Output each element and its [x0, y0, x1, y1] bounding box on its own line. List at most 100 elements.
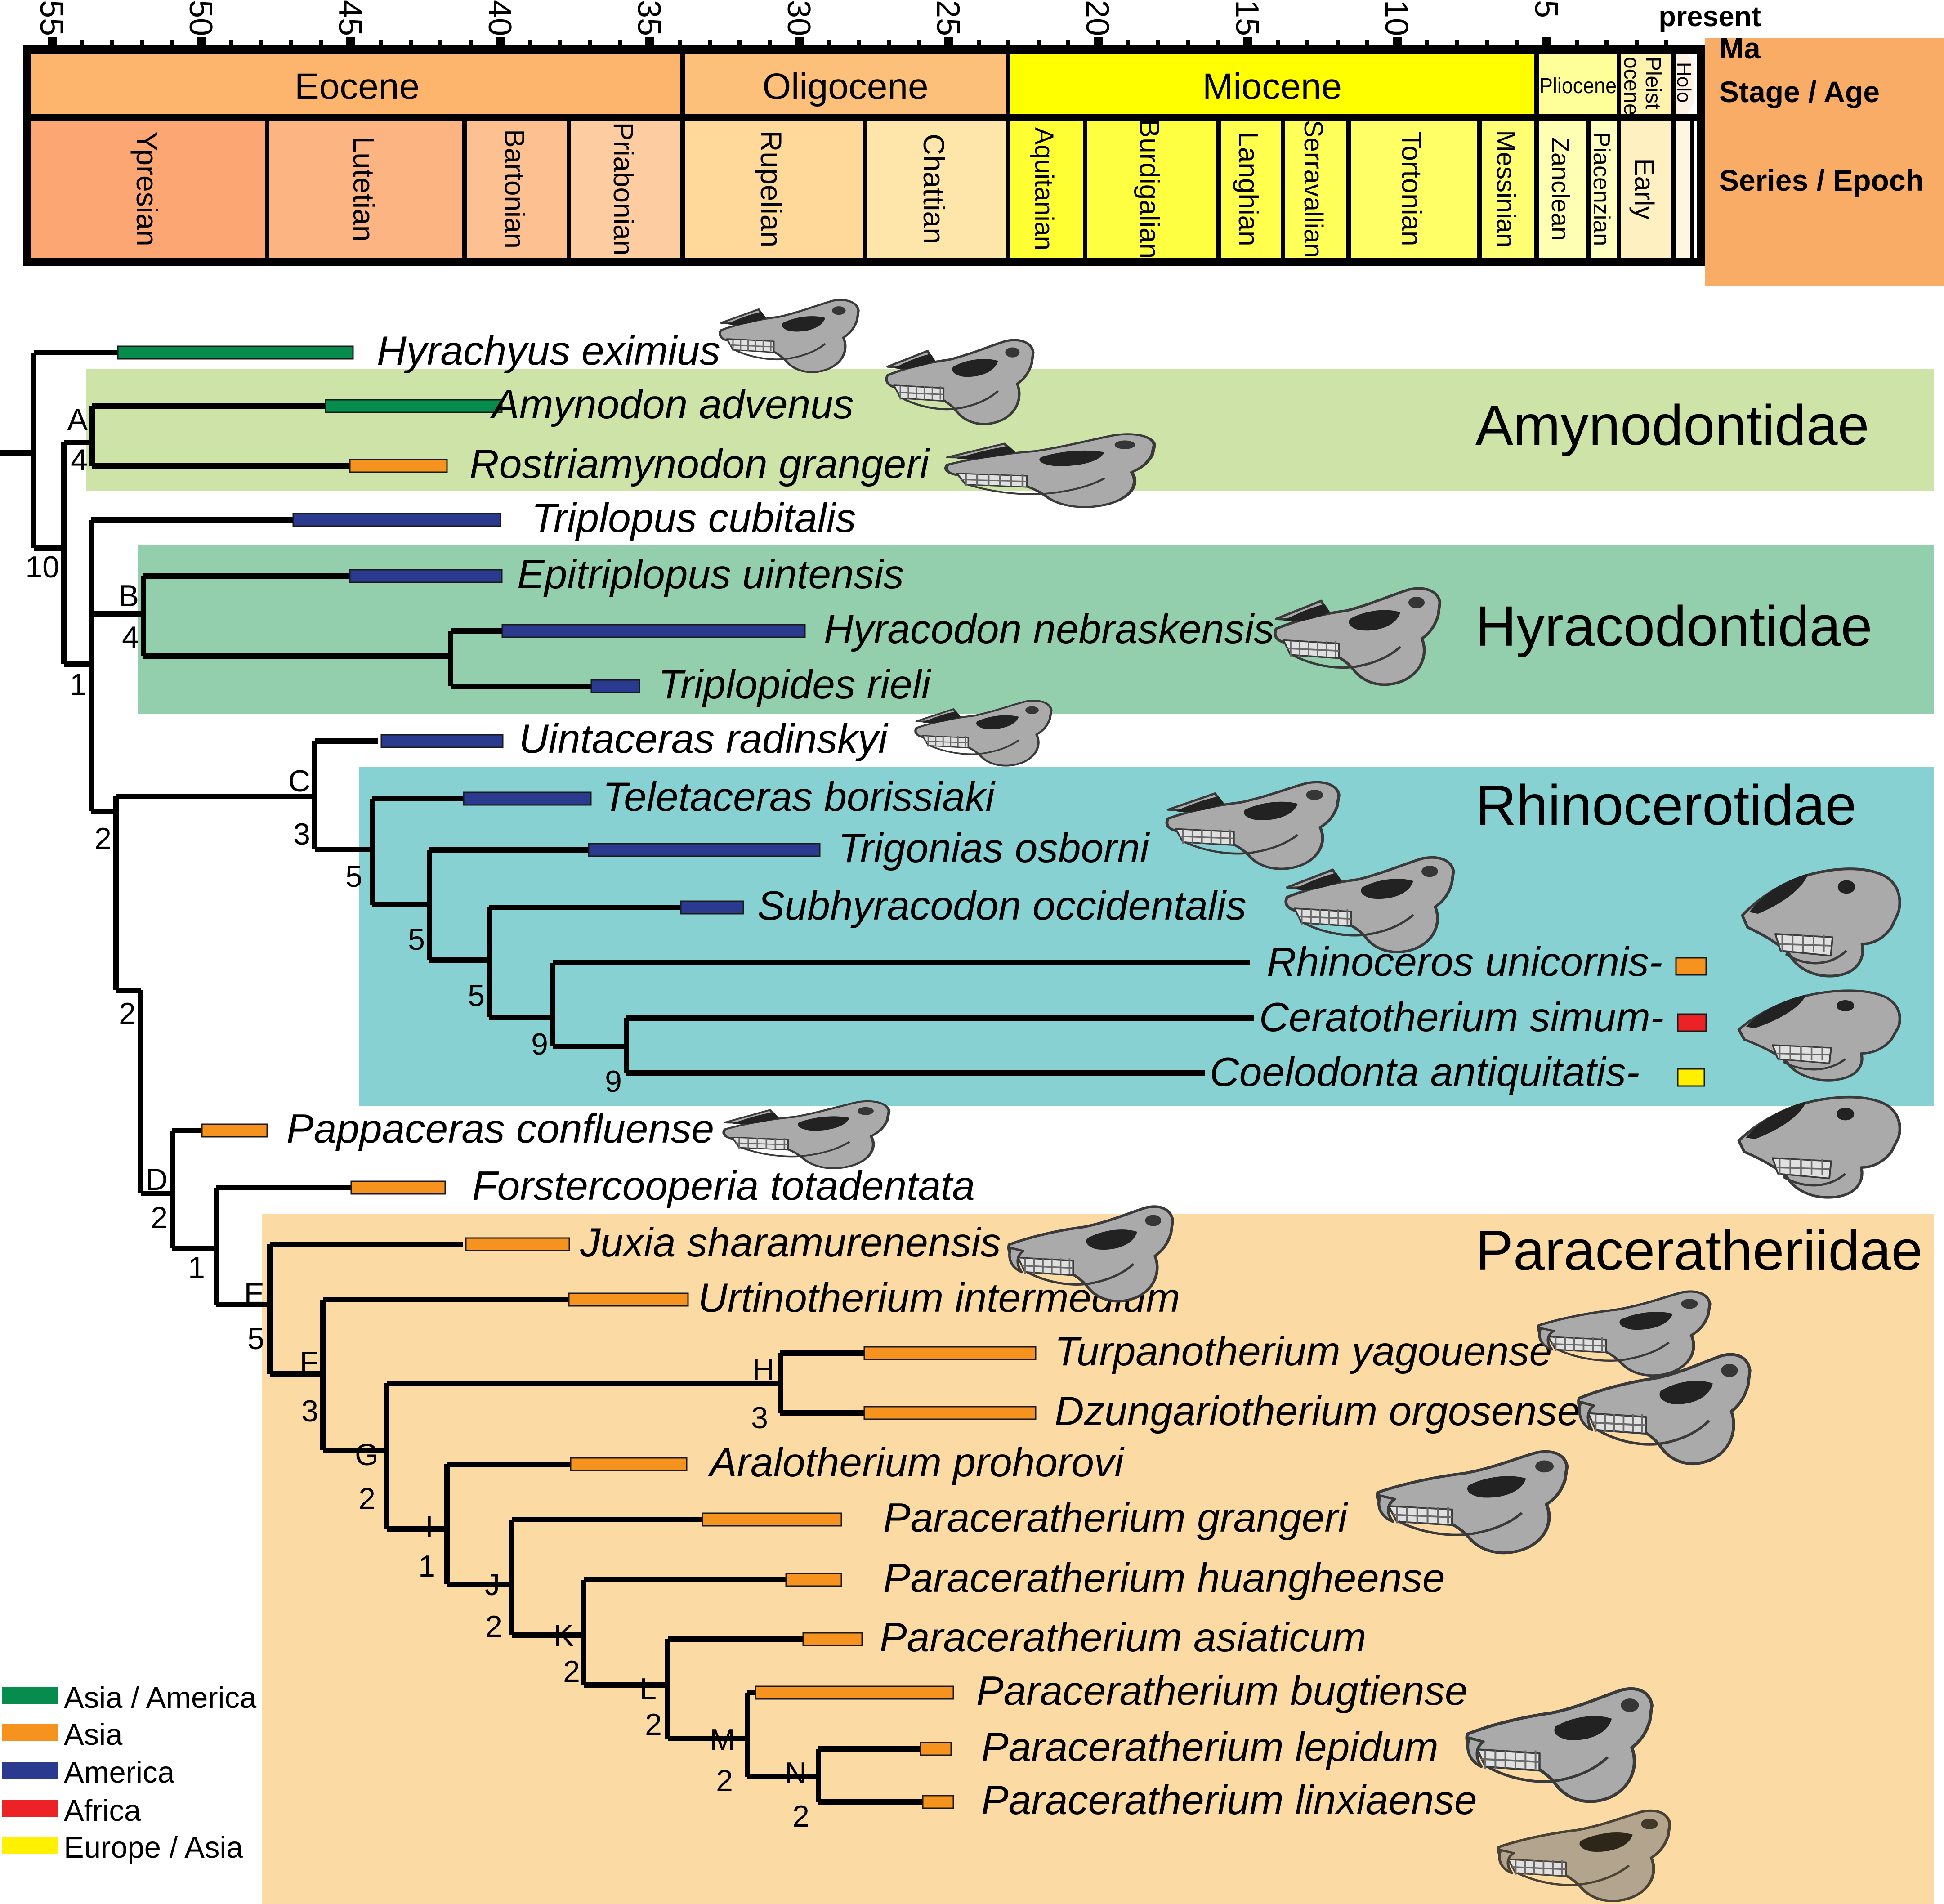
svg-text:A: A	[67, 402, 88, 437]
svg-text:20: 20	[1079, 0, 1115, 36]
svg-text:10: 10	[1378, 0, 1414, 36]
svg-text:Turpanotherium yagouense: Turpanotherium yagouense	[1055, 1329, 1552, 1374]
svg-text:F: F	[299, 1345, 318, 1380]
svg-text:Paraceratherium linxiaense: Paraceratherium linxiaense	[981, 1778, 1477, 1823]
svg-text:5: 5	[408, 922, 425, 956]
svg-text:Burdigalian: Burdigalian	[1134, 119, 1165, 259]
svg-text:Teletaceras borissiaki: Teletaceras borissiaki	[603, 774, 996, 820]
svg-text:Lutetian: Lutetian	[347, 136, 380, 242]
svg-text:Messinian: Messinian	[1491, 130, 1520, 247]
svg-text:Rostriamynodon grangeri: Rostriamynodon grangeri	[469, 442, 930, 487]
svg-text:Amynodontidae: Amynodontidae	[1475, 393, 1869, 457]
svg-text:50: 50	[183, 0, 219, 36]
svg-text:Tortonian: Tortonian	[1396, 131, 1427, 246]
svg-text:Triplopus cubitalis: Triplopus cubitalis	[532, 496, 856, 541]
svg-text:Eocene: Eocene	[295, 66, 420, 107]
svg-text:15: 15	[1229, 0, 1265, 36]
svg-text:J: J	[485, 1568, 500, 1602]
svg-text:9: 9	[605, 1064, 622, 1099]
svg-text:25: 25	[930, 0, 966, 36]
svg-text:ocene: ocene	[1619, 57, 1643, 116]
svg-text:2: 2	[645, 1707, 662, 1742]
svg-text:Paraceratherium grangeri: Paraceratherium grangeri	[883, 1495, 1349, 1541]
svg-text:2: 2	[485, 1609, 502, 1644]
svg-text:2: 2	[563, 1654, 580, 1689]
svg-text:3: 3	[751, 1401, 768, 1435]
svg-text:Asia: Asia	[64, 1718, 123, 1752]
svg-text:4: 4	[122, 620, 139, 654]
svg-text:Triplopides rieli: Triplopides rieli	[658, 662, 932, 707]
svg-text:1: 1	[418, 1549, 435, 1583]
svg-text:Early: Early	[1629, 158, 1659, 220]
svg-text:E: E	[244, 1277, 264, 1311]
svg-text:G: G	[355, 1438, 379, 1472]
svg-text:Rupelian: Rupelian	[755, 130, 788, 248]
svg-text:Serravallian: Serravallian	[1299, 120, 1328, 258]
svg-text:I: I	[425, 1510, 433, 1544]
svg-text:Series / Epoch: Series / Epoch	[1719, 164, 1924, 197]
svg-text:present: present	[1658, 1, 1761, 32]
svg-text:4: 4	[71, 443, 88, 477]
svg-text:Hyracodontidae: Hyracodontidae	[1475, 594, 1872, 658]
svg-text:Paraceratherium huangheense: Paraceratherium huangheense	[883, 1555, 1445, 1601]
svg-text:Paraceratheriidae: Paraceratheriidae	[1475, 1219, 1923, 1282]
svg-text:Pliocene: Pliocene	[1539, 74, 1617, 98]
svg-text:45: 45	[332, 0, 368, 36]
svg-text:2: 2	[119, 997, 136, 1031]
svg-text:40: 40	[482, 0, 518, 36]
svg-text:Paraceratherium asiaticum: Paraceratherium asiaticum	[880, 1615, 1366, 1660]
svg-text:Stage / Age: Stage / Age	[1719, 75, 1880, 108]
svg-text:Juxia sharamurenensis: Juxia sharamurenensis	[580, 1220, 1001, 1265]
svg-text:55: 55	[33, 0, 69, 36]
svg-text:Aquitanian: Aquitanian	[1029, 127, 1059, 250]
svg-text:30: 30	[781, 0, 817, 36]
svg-text:3: 3	[293, 817, 310, 851]
svg-text:Bartonian: Bartonian	[499, 129, 530, 248]
svg-text:L: L	[639, 1672, 657, 1706]
svg-text:Holo: Holo	[1673, 62, 1695, 103]
svg-text:3: 3	[301, 1394, 318, 1428]
svg-text:Rhinoceros unicornis-: Rhinoceros unicornis-	[1267, 939, 1662, 985]
svg-text:Pleist: Pleist	[1641, 57, 1665, 109]
svg-text:Miocene: Miocene	[1202, 66, 1342, 107]
svg-text:Subhyracodon occidentalis: Subhyracodon occidentalis	[757, 883, 1247, 929]
svg-text:N: N	[785, 1756, 807, 1790]
svg-text:B: B	[119, 579, 139, 613]
svg-text:Chattian: Chattian	[917, 134, 951, 244]
svg-text:Langhian: Langhian	[1233, 131, 1264, 246]
svg-text:America: America	[64, 1756, 174, 1789]
svg-text:C: C	[288, 764, 310, 798]
svg-text:Ceratotherium simum-: Ceratotherium simum-	[1259, 995, 1664, 1040]
svg-text:Ypresian: Ypresian	[130, 131, 164, 246]
svg-text:Forstercooperia totadentata: Forstercooperia totadentata	[472, 1163, 975, 1209]
svg-text:2: 2	[94, 822, 112, 856]
svg-text:Uintaceras radinskyi: Uintaceras radinskyi	[519, 716, 889, 762]
svg-text:Rhinocerotidae: Rhinocerotidae	[1475, 773, 1857, 837]
svg-text:2: 2	[358, 1482, 375, 1516]
svg-text:2: 2	[151, 1201, 168, 1235]
svg-text:Trigonias osborni: Trigonias osborni	[838, 826, 1150, 871]
svg-text:2: 2	[792, 1799, 809, 1833]
svg-text:Hyracodon nebraskensis: Hyracodon nebraskensis	[824, 607, 1274, 652]
svg-text:5: 5	[1528, 0, 1564, 18]
svg-text:10: 10	[25, 550, 59, 584]
svg-text:Dzungariotherium orgosense: Dzungariotherium orgosense	[1055, 1389, 1580, 1434]
svg-text:2: 2	[716, 1764, 733, 1798]
svg-text:Ma: Ma	[1719, 31, 1761, 65]
svg-text:Africa: Africa	[64, 1794, 141, 1828]
svg-text:Pappaceras confluense: Pappaceras confluense	[286, 1106, 714, 1152]
svg-text:1: 1	[188, 1251, 205, 1285]
svg-text:Epitriplopus uintensis: Epitriplopus uintensis	[517, 552, 904, 597]
svg-text:Asia / America: Asia / America	[64, 1681, 257, 1715]
svg-text:Paraceratherium lepidum: Paraceratherium lepidum	[981, 1725, 1439, 1770]
svg-text:Europe / Asia: Europe / Asia	[64, 1831, 243, 1864]
svg-text:Oligocene: Oligocene	[762, 66, 928, 107]
svg-text:5: 5	[345, 859, 362, 894]
svg-text:Paraceratherium bugtiense: Paraceratherium bugtiense	[976, 1668, 1468, 1714]
svg-text:H: H	[752, 1352, 774, 1386]
svg-text:35: 35	[631, 0, 667, 36]
svg-text:Priabonian: Priabonian	[608, 122, 639, 255]
svg-text:M: M	[710, 1723, 735, 1757]
svg-text:9: 9	[531, 1027, 548, 1061]
svg-text:K: K	[554, 1618, 574, 1653]
